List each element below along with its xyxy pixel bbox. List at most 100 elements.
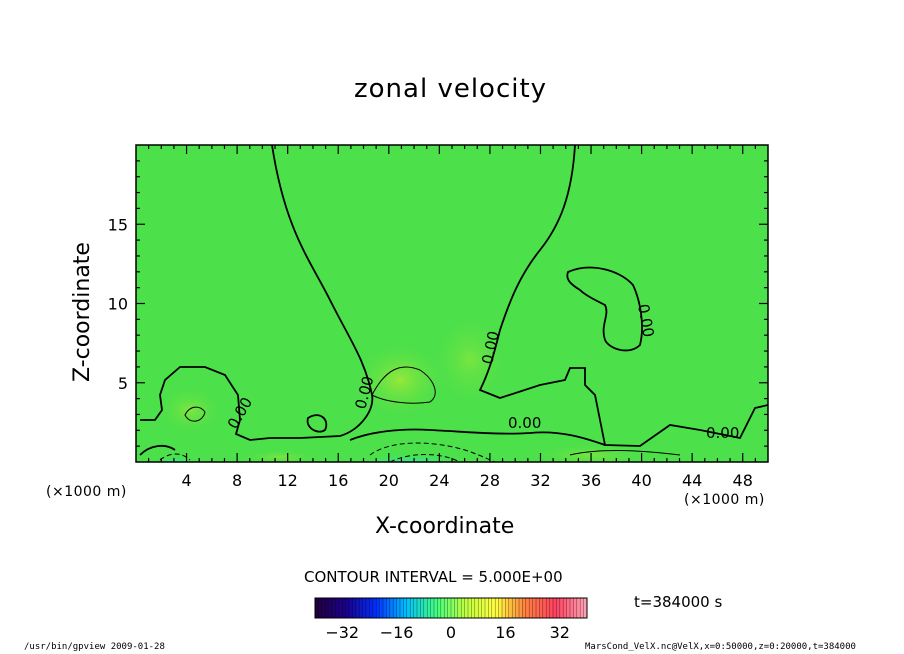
chart-title: zonal velocity [354, 74, 548, 104]
footer-left: /usr/bin/gpview 2009-01-28 [24, 642, 165, 652]
colorbar-cell [413, 598, 418, 618]
colorbar-cell [559, 598, 564, 618]
colorbar-cell [512, 598, 516, 618]
colorbar-cell [410, 598, 414, 618]
colorbar-tick-label: 16 [495, 623, 515, 642]
contour-zero [139, 444, 176, 456]
colorbar-cell [440, 598, 445, 618]
colorbar-cell [495, 598, 499, 618]
x-tick-label: 28 [480, 471, 500, 490]
colorbar-cell [430, 598, 435, 618]
colorbar-cell [556, 598, 561, 618]
footer-right: MarsCond_VelX.nc@VelX,x=0:50000,z=0:2000… [585, 642, 856, 652]
x-tick-label: 20 [379, 471, 399, 490]
colorbar-cell [451, 598, 455, 618]
contour-negative [389, 454, 461, 462]
colorbar-cell [505, 598, 510, 618]
contour-zero [478, 145, 606, 446]
colorbar-cell [563, 598, 567, 618]
x-unit-label: (×1000 m) [684, 492, 765, 508]
contour-zero [306, 414, 328, 433]
colorbar-cell [583, 598, 588, 618]
colorbar [314, 598, 588, 618]
colorbar-cell [566, 598, 571, 618]
contour-negative [369, 442, 496, 462]
x-tick-label: 44 [682, 471, 702, 490]
colorbar-cell [536, 598, 540, 618]
light-patch [350, 340, 450, 420]
time-label: t=384000 s [634, 593, 723, 611]
colorbar-cell [519, 598, 523, 618]
colorbar-cell [515, 598, 520, 618]
colorbar-cell [471, 598, 476, 618]
colorbar-cell [393, 598, 397, 618]
x-tick-label: 40 [631, 471, 651, 490]
colorbar-cell [332, 598, 336, 618]
contour-zero [566, 266, 643, 352]
colorbar-cell [488, 598, 493, 618]
colorbar-cell [464, 598, 469, 618]
colorbar-cell [396, 598, 401, 618]
colorbar-cell [389, 598, 394, 618]
colorbar-cell [315, 598, 319, 618]
colorbar-cell [420, 598, 425, 618]
colorbar-cell [529, 598, 533, 618]
colorbar-cell [406, 598, 411, 618]
colorbar-tick-label: −32 [325, 623, 359, 642]
colorbar-cell [345, 598, 350, 618]
colorbar-cell [359, 598, 363, 618]
contour-label: 0.00 [508, 414, 541, 432]
colorbar-cell [417, 598, 421, 618]
colorbar-cell [400, 598, 404, 618]
colorbar-cell [328, 598, 333, 618]
colorbar-cell [325, 598, 329, 618]
colorbar-cell [379, 598, 384, 618]
colorbar-cell [362, 598, 367, 618]
colorbar-cell [355, 598, 360, 618]
negative-core [350, 443, 470, 462]
x-tick-label: 4 [181, 471, 191, 490]
colorbar-cell [444, 598, 448, 618]
x-tick-label: 36 [581, 471, 601, 490]
colorbar-cell [522, 598, 527, 618]
x-tick-label: 12 [278, 471, 298, 490]
colorbar-cell [549, 598, 554, 618]
colorbar-cell [318, 598, 323, 618]
colorbar-cell [383, 598, 387, 618]
light-patch [155, 385, 225, 435]
contour-positive [569, 449, 681, 456]
y-tick-label: 5 [118, 374, 128, 393]
colorbar-cell [366, 598, 370, 618]
colorbar-cell [553, 598, 557, 618]
colorbar-cell [461, 598, 465, 618]
colorbar-cell [474, 598, 479, 618]
z-unit-label: (×1000 m) [46, 484, 127, 500]
x-tick-label: 8 [232, 471, 242, 490]
colorbar-cell [498, 598, 503, 618]
colorbar-cell [478, 598, 482, 618]
colorbar-cell [386, 598, 391, 618]
colorbar-cell [335, 598, 340, 618]
colorbar-cell [532, 598, 537, 618]
contour-zero [140, 145, 374, 441]
light-patch [530, 443, 650, 462]
colorbar-cell [525, 598, 530, 618]
contour-positive [371, 366, 436, 404]
colorbar-tick-label: 0 [446, 623, 456, 642]
colorbar-cell [457, 598, 462, 618]
colorbar-cell [321, 598, 326, 618]
colorbar-cell [542, 598, 547, 618]
colorbar-cell [580, 598, 584, 618]
colorbar-cell [376, 598, 380, 618]
colorbar-cell [352, 598, 357, 618]
colorbar-cell [468, 598, 472, 618]
colorbar-frame [314, 597, 588, 619]
x-tick-label: 32 [530, 471, 550, 490]
colorbar-cell [502, 598, 506, 618]
colorbar-cell [481, 598, 486, 618]
colorbar-cell [423, 598, 428, 618]
contour-interval: CONTOUR INTERVAL = 5.000E+00 [304, 568, 563, 586]
contour-label: 0.00 [706, 424, 739, 442]
x-tick-label: 16 [328, 471, 348, 490]
